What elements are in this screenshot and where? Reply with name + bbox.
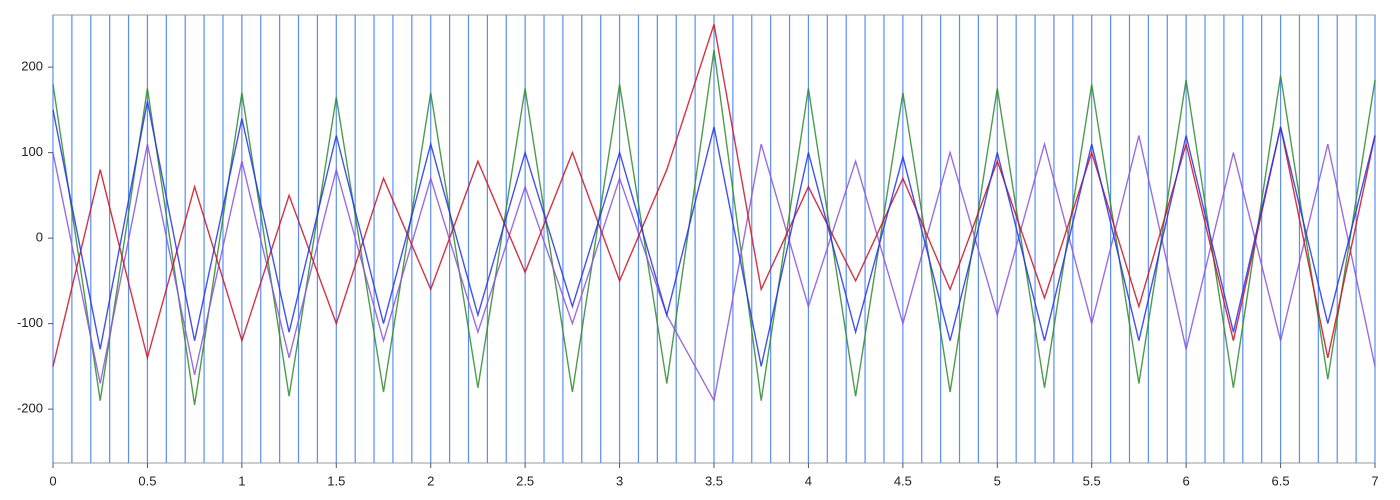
x-tick-label: 1 [238,473,245,488]
x-tick-label: 2.5 [516,473,534,488]
y-tick-label: 0 [36,230,43,245]
x-tick-label: 7 [1371,473,1378,488]
x-tick-label: 4 [805,473,812,488]
x-tick-label: 3.5 [705,473,723,488]
x-tick-label: 3 [616,473,623,488]
y-tick-label: -100 [17,315,43,330]
y-tick-label: -200 [17,401,43,416]
x-tick-label: 0 [49,473,56,488]
y-tick-label: 200 [21,59,43,74]
x-tick-label: 5 [994,473,1001,488]
y-tick-label: 100 [21,144,43,159]
x-tick-label: 4.5 [894,473,912,488]
signal-line [52,135,1376,403]
x-tick-label: 0.5 [138,473,156,488]
x-tick-label: 1.5 [327,473,345,488]
signal-line [52,101,1376,367]
x-tick-label: 5.5 [1083,473,1101,488]
x-tick-label: 6.5 [1272,473,1290,488]
signal-line [52,24,1376,367]
x-tick-label: 6 [1183,473,1190,488]
x-tick-label: 2 [427,473,434,488]
